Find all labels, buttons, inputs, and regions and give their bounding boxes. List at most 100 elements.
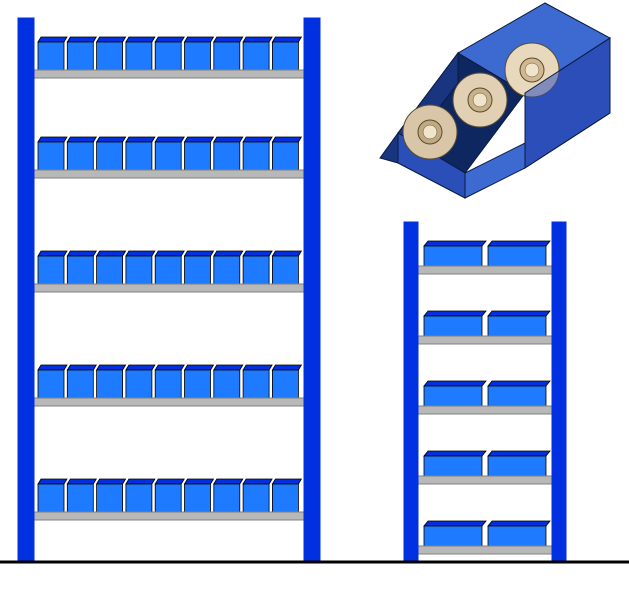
storage-bin-top xyxy=(488,451,550,456)
storage-bin-top xyxy=(155,137,184,142)
storage-bin-top xyxy=(185,37,214,42)
storage-bin-top xyxy=(488,311,550,316)
storage-bin-top xyxy=(424,311,486,316)
storage-bin xyxy=(214,42,240,70)
storage-bin xyxy=(272,484,298,512)
storage-bin xyxy=(243,370,269,398)
storage-bin xyxy=(38,42,64,70)
storage-bin xyxy=(488,316,546,336)
storage-bin-top xyxy=(97,479,126,484)
storage-bin xyxy=(214,370,240,398)
storage-bin-top xyxy=(488,381,550,386)
storage-bin xyxy=(67,484,93,512)
shelf xyxy=(34,170,304,178)
storage-bin-top xyxy=(126,365,155,370)
storage-bin-top xyxy=(67,37,96,42)
storage-bin xyxy=(243,42,269,70)
storage-bin-top xyxy=(38,137,67,142)
storage-bin xyxy=(272,142,298,170)
shelf xyxy=(418,546,552,554)
storage-bin-top xyxy=(214,479,243,484)
storage-bin-top xyxy=(155,479,184,484)
storage-bin xyxy=(126,484,152,512)
storage-bin-top xyxy=(67,251,96,256)
storage-bin-top xyxy=(424,241,486,246)
storage-bin-top xyxy=(424,381,486,386)
storage-bin-top xyxy=(155,37,184,42)
storage-bin-top xyxy=(488,521,550,526)
storage-bin xyxy=(126,142,152,170)
storage-bin xyxy=(97,42,123,70)
shelf xyxy=(418,336,552,344)
storage-bin xyxy=(155,370,181,398)
storage-bin xyxy=(185,42,211,70)
storage-bin-top xyxy=(97,365,126,370)
storage-bin xyxy=(38,484,64,512)
storage-bin-top xyxy=(67,137,96,142)
storage-bin-top xyxy=(272,37,301,42)
storage-bin-top xyxy=(126,37,155,42)
shelf xyxy=(418,406,552,414)
storage-bin xyxy=(97,142,123,170)
storage-bin xyxy=(424,526,482,546)
storage-bin xyxy=(126,370,152,398)
storage-bin-top xyxy=(424,451,486,456)
storage-bin xyxy=(488,456,546,476)
storage-bin xyxy=(243,142,269,170)
storage-bin xyxy=(67,142,93,170)
storage-bin xyxy=(126,256,152,284)
storage-bin xyxy=(424,386,482,406)
storage-rack-diagram xyxy=(0,0,629,600)
storage-bin xyxy=(424,246,482,266)
storage-bin-top xyxy=(185,137,214,142)
rack-post xyxy=(404,222,418,562)
storage-bin xyxy=(155,142,181,170)
shelf xyxy=(34,398,304,406)
storage-bin-top xyxy=(185,479,214,484)
storage-bin xyxy=(488,526,546,546)
storage-bin xyxy=(38,370,64,398)
storage-bin xyxy=(488,246,546,266)
storage-bin-top xyxy=(214,137,243,142)
storage-bin-top xyxy=(38,251,67,256)
storage-bin-top xyxy=(488,241,550,246)
storage-bin-top xyxy=(67,479,96,484)
storage-bin-top xyxy=(272,137,301,142)
storage-bin-top xyxy=(38,365,67,370)
storage-bin-top xyxy=(155,365,184,370)
storage-bin xyxy=(155,484,181,512)
storage-bin-top xyxy=(126,137,155,142)
storage-bin-top xyxy=(272,365,301,370)
rack-post xyxy=(552,222,566,562)
storage-bin-top xyxy=(243,37,272,42)
storage-bin-top xyxy=(97,251,126,256)
storage-bin xyxy=(424,316,482,336)
storage-bin xyxy=(97,484,123,512)
shelf xyxy=(34,70,304,78)
shelf xyxy=(418,266,552,274)
storage-bin xyxy=(97,370,123,398)
storage-bin xyxy=(243,484,269,512)
storage-bin-top xyxy=(243,137,272,142)
storage-bin xyxy=(214,256,240,284)
shelf xyxy=(418,476,552,484)
storage-bin xyxy=(214,142,240,170)
storage-bin-top xyxy=(272,251,301,256)
storage-bin xyxy=(243,256,269,284)
shelf xyxy=(34,512,304,520)
storage-bin xyxy=(126,42,152,70)
storage-bin-top xyxy=(185,365,214,370)
storage-bin-top xyxy=(214,251,243,256)
storage-bin-top xyxy=(126,479,155,484)
storage-bin xyxy=(67,256,93,284)
rack-post xyxy=(18,18,34,562)
storage-bin-top xyxy=(243,479,272,484)
storage-bin-top xyxy=(243,251,272,256)
storage-bin-top xyxy=(214,37,243,42)
storage-bin-top xyxy=(185,251,214,256)
storage-bin-top xyxy=(272,479,301,484)
storage-bin xyxy=(67,370,93,398)
storage-bin xyxy=(272,42,298,70)
storage-bin xyxy=(185,370,211,398)
storage-bin xyxy=(214,484,240,512)
